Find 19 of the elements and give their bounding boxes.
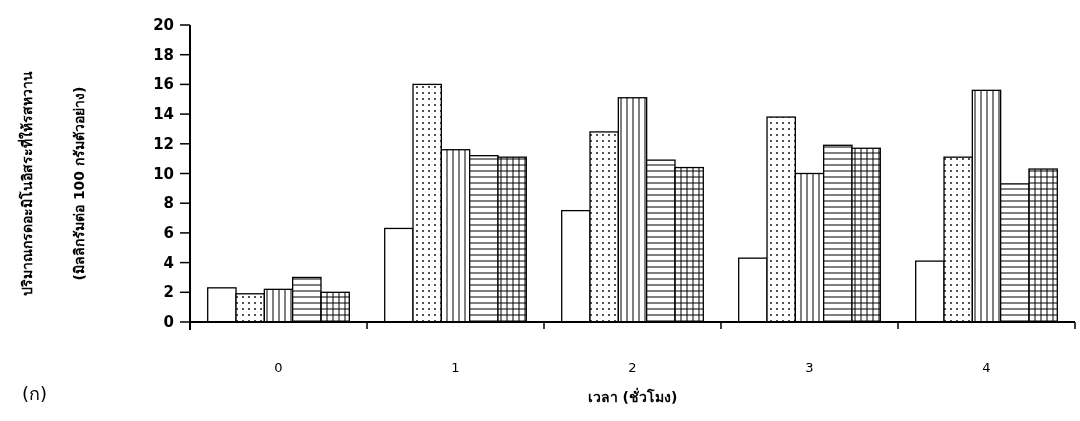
text: ปริมาณกรดอะมิโนอิสระที่ให้รสหวาน (มิลลิกรัมต่อ 100 กรัมตัวอย่าง) [19,71,87,296]
y-tick-label: 4 [163,253,174,272]
y-tick-label: 10 [153,164,174,183]
x-tick-label: 4 [982,360,991,375]
y-tick-label: 6 [163,223,174,242]
x-tick-label: 3 [805,360,814,375]
y-tick-label: 12 [153,134,174,153]
y-tick-label: 14 [153,105,174,124]
x-axis-title: เวลา (ชั่วโมง) [587,387,678,405]
x-tick-label: 2 [628,360,637,375]
x-tick-label: 1 [451,360,460,375]
y-tick-label: 20 [153,16,174,34]
y-tick-label: 2 [163,283,174,302]
y-tick-label: 0 [163,313,174,331]
y-tick-label: 16 [153,75,174,94]
x-tick-label: 0 [274,360,283,375]
text: (ก) [22,383,48,404]
y-tick-label: 8 [163,194,174,213]
y-tick-label: 18 [153,45,174,64]
